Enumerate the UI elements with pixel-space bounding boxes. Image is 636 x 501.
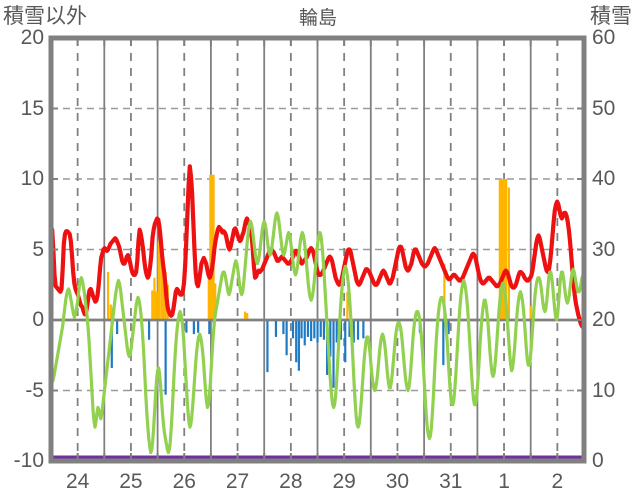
snowfall-bar [266,320,269,373]
left-axis-tick: 5 [32,237,44,261]
snowfall-bar [164,320,167,395]
snowfall-bar [197,320,200,333]
snowfall-bar [282,320,285,335]
left-axis-tick: -10 [13,449,44,472]
precipitation-bar [160,236,163,320]
x-axis-tick: 30 [385,470,410,493]
snowfall-bar [339,320,343,340]
right-axis-tick: 20 [592,308,616,331]
snowfall-bar [310,320,313,342]
snowfall-bar [356,320,360,340]
precipitation-bar [162,257,165,320]
snowfall-bar [319,320,322,337]
right-axis-tick: 40 [592,167,616,190]
left-axis-tick: 15 [20,96,44,120]
snowfall-bar [442,320,445,366]
precipitation-bar [214,283,217,320]
precipitation-bar [507,187,510,320]
left-axis-tick: 20 [20,26,44,49]
x-axis-tick: 24 [65,470,90,493]
precipitation-bar [246,312,249,320]
precipitation-bar [243,311,247,320]
snowfall-bar [303,320,306,346]
precipitation-bar [207,277,210,320]
x-axis-tick: 31 [439,470,463,493]
precipitation-bar [155,291,158,320]
snowfall-bar [306,320,310,337]
snowfall-bar [447,320,450,335]
precipitation-bar [109,304,112,320]
right-axis-tick: 60 [592,26,616,49]
right-axis-caption: 積雪 [590,5,632,28]
left-axis-tick: 0 [32,308,44,331]
x-axis-tick: 27 [225,470,250,493]
precipitation-bar [151,290,154,320]
precipitation-bar [153,277,156,320]
snowfall-bar [316,320,319,343]
snowfall-bar [348,320,351,337]
x-axis-tick: 26 [172,470,196,493]
snowfall-bar [110,320,113,368]
x-axis-tick: 29 [332,470,356,493]
right-axis-tick: 30 [592,237,616,261]
snowfall-bar [322,320,326,340]
snowfall-bar [329,320,332,357]
snowfall-bar [291,320,295,339]
snowfall-bar [285,320,288,356]
precipitation-bar [346,291,349,320]
x-axis-tick: 28 [279,470,303,493]
precipitation-bar [498,179,508,320]
snowfall-bar [185,320,188,333]
snowfall-bar [297,320,300,371]
left-axis-tick: 10 [20,167,44,190]
x-axis-tick: 25 [119,470,143,493]
snowfall-bar [332,320,335,388]
snowfall-bar [274,320,278,337]
series-line-red [48,164,587,330]
x-axis-tick: 1 [498,470,510,493]
right-axis-tick: 50 [592,96,616,120]
precipitation-bar [106,272,110,320]
right-axis-tick: 0 [592,449,604,472]
x-axis-tick: 2 [551,470,564,493]
snowfall-bar [352,320,355,343]
snowfall-bar [295,320,298,363]
snowfall-bar [192,320,195,335]
snowfall-bar [313,320,316,339]
left-axis-caption: 積雪以外 [3,5,87,28]
snowfall-bar [362,320,365,339]
snowfall-bar [116,320,119,335]
right-axis-tick: 10 [592,378,616,402]
snowfall-bar [148,320,151,340]
precipitation-bar [157,241,161,320]
series-line-green [49,211,586,455]
precipitation-bar [443,263,446,320]
precipitation-bar [209,174,215,320]
left-axis-tick: -5 [25,378,44,402]
snowfall-bar [344,320,347,363]
precipitation-bar [529,305,532,320]
snowfall-bar [335,320,338,343]
snowfall-bar [208,320,211,335]
page-title: 輪島 [298,8,337,29]
snowfall-bar [300,320,303,339]
